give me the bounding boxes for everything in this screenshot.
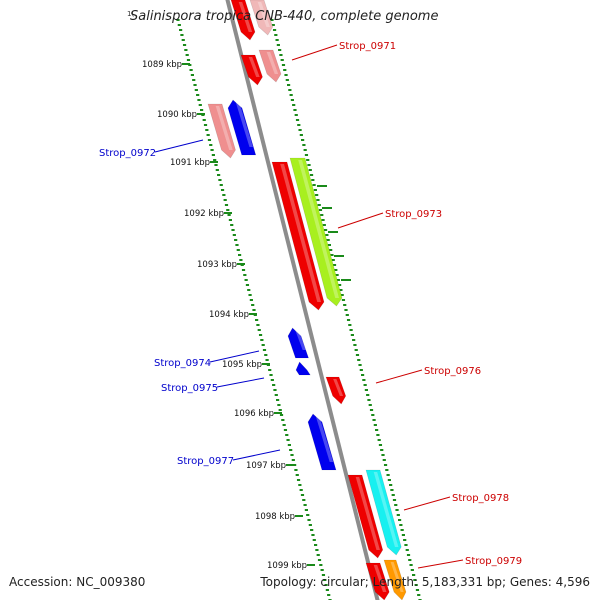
gene-feature-0979-orange-shine: [390, 562, 404, 592]
genome-summary-label: Topology: circular; Length: 5,183,331 bp…: [260, 575, 590, 589]
gene-leader-line: [291, 44, 338, 61]
gene-feature-top-pink-shine: [257, 2, 270, 27]
gene-leader-line: [216, 377, 265, 388]
gene-feature-0979-orange: [383, 559, 407, 600]
gene-feature-0971-pink: [258, 49, 282, 83]
gene-feature-0979-red: [365, 562, 390, 600]
kbp-tick-label: 1099 kbp: [267, 561, 307, 571]
genome-backbone-line: [225, 0, 380, 600]
kbp-tick-label: 1093 kbp: [197, 260, 237, 270]
gene-feature-0978-red-shine: [355, 477, 380, 550]
gene-callouts: Strop_0971 Strop_0972 Strop_0973 Strop_0974…: [99, 41, 522, 569]
gene-feature-0971-red: [240, 54, 263, 86]
gene-feature-0974-blue-shine: [295, 330, 306, 350]
gene-feature-top-pink: [249, 0, 274, 36]
gene-leader-line: [209, 350, 260, 363]
gene-label-strop-0974: Strop_0974: [154, 358, 211, 369]
gene-label-strop-0972: Strop_0972: [99, 148, 156, 159]
gene-feature-0972-pink: [207, 103, 236, 159]
gene-leader-line: [232, 449, 281, 461]
gene-features: [207, 0, 407, 600]
accession-label: Accession: NC_009380: [9, 575, 146, 589]
gene-label-strop-0978: Strop_0978: [452, 493, 509, 504]
gene-label-strop-0975: Strop_0975: [161, 383, 218, 394]
gene-leader-line: [337, 212, 384, 229]
gene-feature-0973-lime-shine: [298, 160, 339, 298]
gene-feature-0971-pink-shine: [266, 52, 279, 74]
kbp-tick-label: 1089 kbp: [142, 60, 182, 70]
gene-label-strop-0976: Strop_0976: [424, 366, 481, 377]
kbp-tick-rail-left: [176, 19, 332, 600]
gene-label-strop-0977: Strop_0977: [177, 456, 234, 467]
kbp-tick-rail-right: [270, 19, 422, 600]
gene-feature-top-red-shine: [238, 2, 253, 32]
gene-feature-0972-blue: [227, 99, 257, 156]
gene-feature-0978-red: [347, 474, 384, 559]
kbp-tick-label: 1097 kbp: [246, 461, 286, 471]
kbp-tick-label: 1094 kbp: [209, 310, 249, 320]
map-title: Salinispora tropica CNB-440, complete ge…: [130, 9, 439, 24]
gene-feature-0973-red: [271, 161, 325, 311]
kbp-tick-label: 1095 kbp: [222, 360, 262, 370]
gene-feature-0972-blue-shine: [235, 102, 253, 147]
gene-feature-0979-red-shine: [373, 565, 387, 592]
gene-leader-line: [403, 496, 451, 511]
gene-leader-line: [417, 559, 464, 569]
kbp-tick-label: 1092 kbp: [184, 209, 224, 219]
gene-feature-0972-pink-shine: [215, 106, 233, 150]
gene-feature-0975-blue: [295, 361, 311, 376]
gene-feature-0978-cyan-shine: [373, 472, 399, 547]
kbp-tick-label: 1098 kbp: [255, 512, 295, 522]
gene-feature-0976-red: [325, 376, 347, 405]
gene-feature-0978-cyan: [365, 469, 402, 556]
kbp-tick-label: 1091 kbp: [170, 158, 210, 168]
gene-leader-line: [375, 369, 423, 384]
kbp-tick-label: 1096 kbp: [234, 409, 274, 419]
kbp-tick-label: 1090 kbp: [157, 110, 197, 120]
gene-feature-0977-blue-shine: [315, 416, 334, 462]
gene-feature-0971-red-shine: [248, 57, 260, 77]
gene-label-strop-0973: Strop_0973: [385, 209, 442, 220]
gene-feature-top-red: [230, 0, 256, 41]
gene-feature-0973-lime: [289, 157, 343, 307]
gene-feature-0976-red-shine: [333, 379, 344, 396]
gene-feature-0975-blue-shine: [302, 364, 309, 367]
gene-feature-0974-blue: [287, 327, 309, 359]
gene-label-strop-0971: Strop_0971: [339, 41, 396, 52]
gene-feature-0977-blue: [307, 413, 337, 471]
gene-feature-0973-red-shine: [280, 164, 321, 302]
gene-label-strop-0979: Strop_0979: [465, 556, 522, 567]
title-fragment: 1(: [127, 10, 135, 18]
gene-leader-line: [154, 139, 204, 153]
kbp-tick-labels: 1089 kbp 1090 kbp 1091 kbp 1092 kbp 1093 kbp…: [142, 60, 315, 571]
